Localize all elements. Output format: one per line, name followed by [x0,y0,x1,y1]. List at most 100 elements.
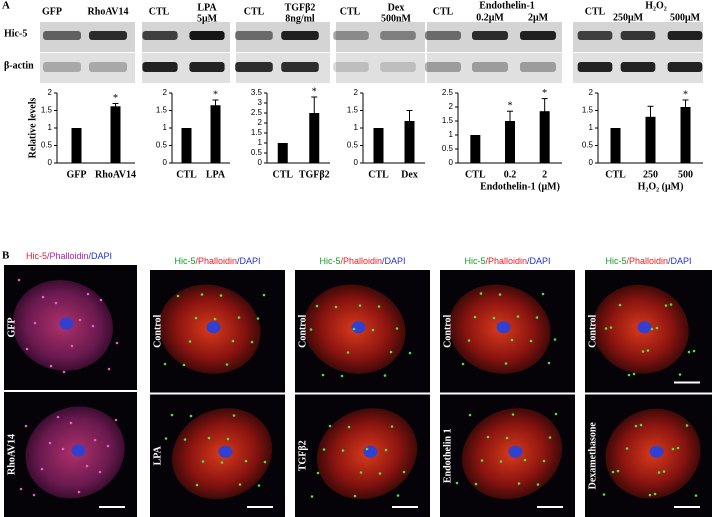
focal-adhesion [676,446,680,450]
focal-adhesion [548,436,552,439]
focal-adhesion [24,424,28,428]
image-header: Hic-5/Phalloidin/DAPI [605,256,691,266]
y-tick-label: 1.5 [156,106,168,115]
y-tick-label: 1.5 [582,106,594,115]
row-label: TGFβ2 [297,440,308,471]
y-axis-label: Relative levels [27,97,38,158]
row-label: RhoAV14 [6,434,17,475]
focal-adhesion [408,351,412,355]
image-header-part: /DAPI [89,251,113,261]
focal-adhesion [378,472,382,475]
focal-adhesion [69,421,73,425]
x-tick-label: CTL [465,169,486,180]
x-tick-label: CTL [272,169,293,180]
focal-adhesion [618,303,622,307]
x-tick-label: 500 [678,169,693,180]
focal-adhesion [461,362,465,366]
nucleus [508,445,523,458]
focal-adhesion [646,349,650,352]
focal-adhesion [232,414,236,417]
focal-adhesion [365,447,369,451]
focal-adhesion [669,303,673,306]
significance-marker: * [312,86,317,97]
error-bar [647,105,654,128]
image-header: Hic-5/Phalloidin/DAPI [319,256,405,266]
image-header-part: /Phalloidin [340,256,382,266]
focal-adhesion [106,444,110,448]
focal-adhesion [85,464,89,468]
row-label: Control [587,314,598,347]
focal-adhesion [322,448,326,451]
y-tick-label: 1.5 [347,106,359,115]
blot-band [89,62,127,72]
focal-adhesion [662,470,666,473]
blot-band [235,31,273,40]
bar [539,111,550,163]
nucleus [218,445,233,458]
nucleus [363,445,378,458]
bar [71,128,82,163]
focal-adhesion [19,487,23,491]
x-tick-label: CTL [176,169,197,180]
image-header: Hic-5/Phalloidin/DAPI [174,256,260,266]
x-tick-label: GFP [67,169,87,180]
significance-marker: * [113,93,118,104]
significance-marker: * [683,89,688,100]
image-header-part: /Phalloidin [485,256,527,266]
y-tick-label: 1 [258,138,263,147]
y-tick-label: 3 [258,98,263,107]
blot-header: Endothelin-1 [479,0,535,11]
focal-adhesion [687,350,691,354]
focal-adhesion [309,328,313,331]
focal-adhesion [657,471,661,474]
row-label: Control [442,314,453,347]
blot-band [667,31,703,40]
blot-band [667,62,703,72]
image-header-part: /DAPI [668,256,692,266]
row-label: Control [297,314,308,347]
blot-header: 8ng/ml [285,13,315,24]
panel-label: B [2,250,10,262]
focal-adhesion [182,363,186,367]
x-tick-label: 250 [643,169,658,180]
image-header-part: /Phalloidin [47,251,89,261]
y-tick-label: 1.5 [442,116,454,125]
x-tick-label: LPA [206,169,226,180]
x-axis-label: Endothelin-1 (μM) [480,181,560,192]
x-tick-label: CTL [605,169,626,180]
focal-adhesion [70,344,74,348]
blot-header: 5μM [197,13,218,24]
blot-image [336,22,425,52]
image-header: Hic-5/Phalloidin/DAPI [464,256,550,266]
focal-adhesion [473,315,477,319]
x-tick-label: RhoAV14 [95,169,136,180]
blot-band [577,62,613,72]
focal-adhesion [616,469,620,473]
focal-adhesion [163,362,167,366]
bar [110,106,121,163]
significance-marker: * [542,88,547,99]
blot-image [336,53,425,83]
focal-adhesion [201,460,205,463]
focal-adhesion [396,494,400,497]
y-tick-label: 2.5 [251,108,263,117]
focal-adhesion [685,424,689,427]
nucleus [637,321,652,334]
y-tick-label: 0 [48,158,53,167]
blot-band [620,62,656,72]
blot-band [380,31,416,40]
focal-adhesion [115,341,119,345]
focal-adhesion [554,412,558,416]
panel-label: A [2,0,10,12]
bar [373,128,384,163]
focal-adhesion [604,327,608,330]
blot-header: 500nM [381,13,412,24]
focal-adhesion [225,363,229,366]
image-header-part: Hic-5 [464,256,485,266]
focal-adhesion [99,298,103,302]
row-label: LPA [152,445,163,465]
focal-adhesion [553,338,557,341]
focal-adhesion [244,459,248,463]
focal-adhesion [359,471,363,474]
focal-adhesion [499,460,503,463]
